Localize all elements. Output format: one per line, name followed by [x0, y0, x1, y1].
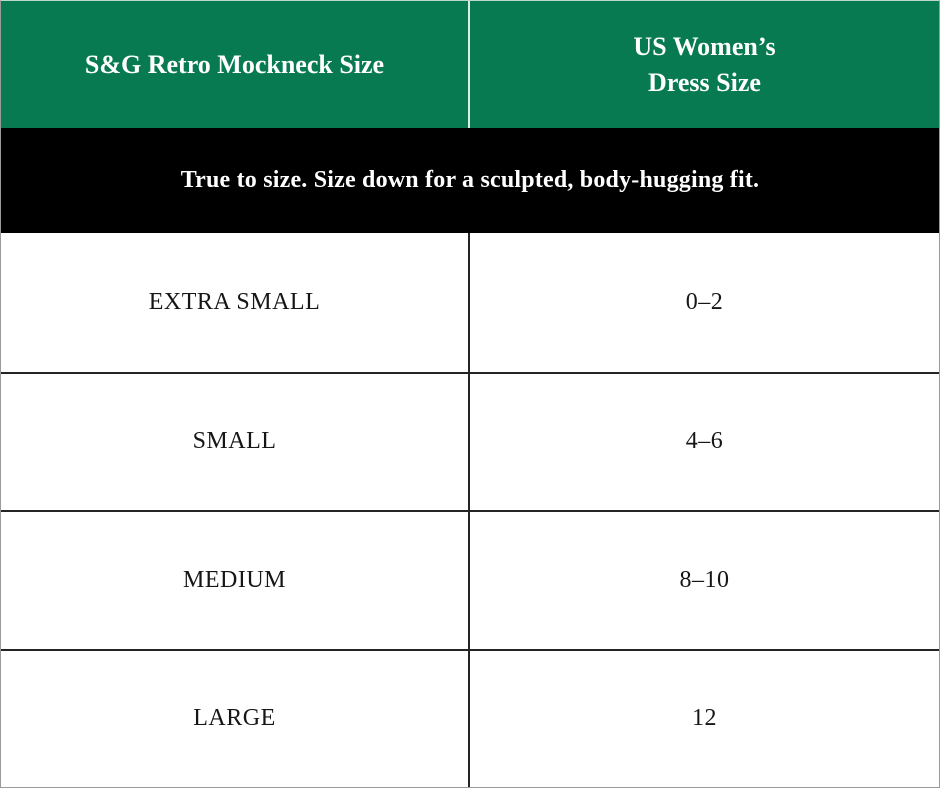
table-row-xs-size-cell: EXTRA SMALL: [1, 233, 470, 372]
size-label-l: LARGE: [193, 705, 276, 732]
fit-note-banner: True to size. Size down for a sculpted, …: [1, 128, 939, 233]
table-row-m-dress-cell: 8–10: [470, 510, 939, 649]
table-row-l-size-cell: LARGE: [1, 648, 470, 787]
table-row-xs-dress-cell: 0–2: [470, 233, 939, 372]
dress-value-m: 8–10: [679, 566, 730, 593]
size-label-m: MEDIUM: [183, 566, 286, 593]
header-cell-dress-size: US Women’s Dress Size: [470, 1, 939, 128]
dress-value-xs: 0–2: [685, 288, 724, 315]
table-row-m-size-cell: MEDIUM: [1, 510, 470, 649]
table-row-s-size-cell: SMALL: [1, 371, 470, 510]
dress-value-l: 12: [692, 705, 717, 732]
size-label-s: SMALL: [192, 428, 277, 455]
header-dress-size-line1: US Women’s: [633, 31, 776, 61]
dress-value-s: 4–6: [685, 428, 724, 455]
header-cell-product-size: S&G Retro Mockneck Size: [1, 1, 470, 128]
header-product-size-label: S&G Retro Mockneck Size: [84, 49, 385, 79]
table-row-s-dress-cell: 4–6: [470, 371, 939, 510]
size-label-xs: EXTRA SMALL: [148, 288, 321, 315]
fit-note-text: True to size. Size down for a sculpted, …: [180, 167, 760, 193]
table-row-l-dress-cell: 12: [470, 648, 939, 787]
header-dress-size-line2: Dress Size: [648, 67, 761, 97]
